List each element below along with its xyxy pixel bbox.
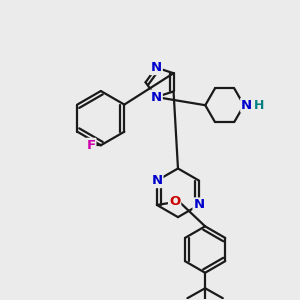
Text: N: N	[241, 99, 252, 112]
Text: N: N	[194, 199, 205, 212]
Text: N: N	[151, 61, 162, 74]
Text: O: O	[169, 195, 180, 208]
Text: H: H	[254, 99, 265, 112]
Text: N: N	[151, 91, 162, 103]
Text: N: N	[151, 174, 163, 187]
Text: F: F	[86, 139, 95, 152]
